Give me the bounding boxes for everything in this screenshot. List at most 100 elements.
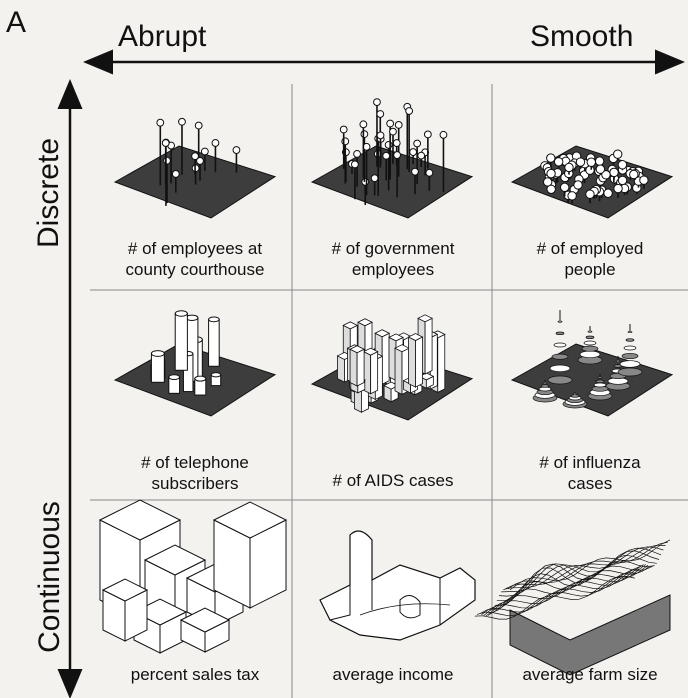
caption-r1c1: # of employees at county courthouse <box>100 238 290 280</box>
pin-head <box>601 170 611 180</box>
prism-top <box>349 345 365 354</box>
cylinder-body <box>208 318 220 367</box>
cylinder-body <box>174 312 188 371</box>
pin-head <box>609 167 619 178</box>
prism-top <box>342 321 359 330</box>
prism-top <box>388 333 404 342</box>
caption-line2: people <box>564 260 616 279</box>
mesh-line <box>476 572 638 617</box>
cone-band <box>583 340 597 346</box>
cone-band <box>595 379 605 384</box>
cone-band <box>547 375 573 385</box>
cone-band <box>615 359 621 363</box>
pin-head <box>171 170 180 178</box>
caption-line2: employees <box>351 260 435 279</box>
illustration-r3c3 <box>474 539 671 676</box>
prism-top <box>357 318 373 327</box>
cone-band <box>581 345 599 352</box>
pin-head <box>200 147 209 156</box>
pin-head <box>559 182 570 193</box>
block-top <box>98 499 182 541</box>
pin-head <box>405 107 414 115</box>
illustration-r1c2 <box>310 98 474 219</box>
pin-head <box>178 117 186 126</box>
cone-band <box>557 320 563 323</box>
pin-head <box>413 139 422 148</box>
mesh-line <box>485 564 647 617</box>
pin-head <box>392 139 401 147</box>
mesh-line <box>501 547 662 593</box>
cylinder-top <box>174 310 188 317</box>
pin-head <box>613 183 623 194</box>
cone-band <box>617 367 643 377</box>
pin-head <box>382 151 391 160</box>
pin-head <box>543 177 553 187</box>
pin-head <box>156 118 165 127</box>
cylinder-top <box>210 372 222 378</box>
pin-head <box>376 131 385 140</box>
caption-r2c3: # of influenza cases <box>496 452 684 494</box>
illustration-r1c3 <box>510 145 674 219</box>
block-top <box>212 501 288 539</box>
pin-head <box>585 189 595 199</box>
pin-head <box>196 157 204 165</box>
caption-line1: percent sales tax <box>130 665 260 684</box>
mesh-line <box>483 564 644 616</box>
mesh-line <box>496 554 657 602</box>
prism-side <box>437 333 446 394</box>
pin-head <box>423 130 432 139</box>
prism-side <box>415 336 423 388</box>
prism-side <box>337 355 345 383</box>
pin-head <box>613 149 623 159</box>
pin-head <box>361 177 370 186</box>
pin-head <box>370 174 379 183</box>
pin-head <box>211 139 220 147</box>
mesh-line <box>507 541 668 590</box>
cells-layer <box>98 98 674 676</box>
cone-band <box>579 350 601 359</box>
cone-band <box>551 353 569 360</box>
panel-label: A <box>6 6 27 39</box>
cone-band <box>585 335 595 340</box>
pin-head <box>575 157 586 167</box>
pin-head <box>603 188 613 198</box>
surface-base <box>509 594 671 676</box>
caption-r2c1: # of telephone subscribers <box>100 452 290 494</box>
pin-head <box>629 169 639 180</box>
pin-head <box>417 151 426 160</box>
mesh-line <box>492 565 653 611</box>
caption-line1: # of influenza <box>539 453 641 472</box>
pin-head <box>617 160 628 170</box>
pin-head <box>376 110 385 118</box>
illustration-r2c1 <box>113 310 277 417</box>
pin-head <box>384 140 393 149</box>
pin-head <box>546 184 556 194</box>
pin-head <box>546 153 556 163</box>
caption-r1c2: # of government employees <box>296 238 490 280</box>
x-axis-label-left: Abrupt <box>118 20 207 53</box>
cone-band <box>553 342 567 348</box>
caption-r3c3: average farm size <box>496 664 684 685</box>
cone-band <box>549 364 571 373</box>
pin-head <box>389 127 397 136</box>
pin-head <box>362 142 371 151</box>
prism-side <box>356 348 365 387</box>
prism-top <box>374 329 391 338</box>
caption-line1: # of government <box>331 239 455 258</box>
cone-band <box>540 384 550 388</box>
pin-head <box>386 119 395 128</box>
pin-head <box>232 146 241 154</box>
caption-line1: average income <box>332 665 454 684</box>
illustration-r1c1 <box>113 117 277 219</box>
illustration-r3c1 <box>98 499 288 654</box>
pin-head <box>595 164 606 174</box>
illustration-r3c2 <box>319 530 476 641</box>
cone-band <box>593 382 607 388</box>
mesh-line <box>490 565 651 614</box>
cone-band <box>625 338 635 342</box>
pin-head <box>339 125 348 134</box>
caption-line2: subscribers <box>151 474 239 493</box>
pin-head <box>353 150 361 158</box>
prism-top <box>407 333 424 341</box>
